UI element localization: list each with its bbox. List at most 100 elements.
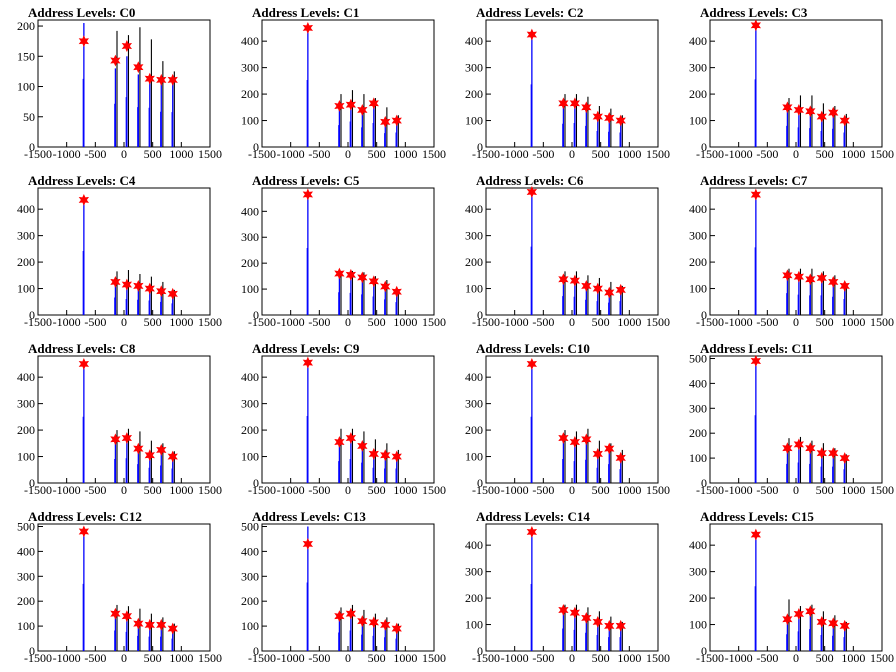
chart-title: Address Levels: C14 <box>476 509 590 524</box>
peak-marker <box>750 188 762 201</box>
chart-panel: 0 100 200 300 400 -1500 -1000 -500 0 500 1000 1500 A… <box>448 0 672 168</box>
x-tick-label: -500 <box>532 651 554 665</box>
y-tick-label: 300 <box>17 569 35 583</box>
y-tick-label: 400 <box>689 376 707 390</box>
x-tick-label: 1500 <box>422 315 446 329</box>
y-tick-label: 400 <box>241 370 259 384</box>
x-tick-label: 0 <box>793 483 799 497</box>
x-tick-label: -1500 <box>696 315 724 329</box>
y-tick-label: 50 <box>23 110 35 124</box>
peak-marker <box>391 622 402 635</box>
x-tick-label: 1500 <box>646 315 670 329</box>
chart-title: Address Levels: C4 <box>28 173 136 188</box>
y-tick-label: 200 <box>465 255 483 269</box>
chart-panel: 0 100 200 300 400 -1500 -1000 -500 0 500 1000 1500 A… <box>224 168 448 336</box>
y-tick-label: 0 <box>253 476 259 490</box>
y-tick-label: 200 <box>241 87 259 101</box>
x-tick-label: 0 <box>345 483 351 497</box>
x-tick-label: -500 <box>308 315 330 329</box>
y-tick-label: 100 <box>689 282 707 296</box>
y-tick-label: 0 <box>701 476 707 490</box>
x-tick-label: 500 <box>592 483 610 497</box>
chart-plot: 0 100 200 300 400 -1500 -1000 -500 0 500 1000 1500 <box>241 355 446 497</box>
x-tick-label: 0 <box>569 651 575 665</box>
y-tick-label: 200 <box>241 256 259 270</box>
peak-marker <box>805 442 816 455</box>
chart-title: Address Levels: C5 <box>252 173 360 188</box>
y-tick-label: 200 <box>689 591 707 605</box>
x-tick-label: 500 <box>144 315 162 329</box>
peak-marker <box>782 442 793 455</box>
peak-marker <box>793 270 805 283</box>
x-tick-label: -1500 <box>248 315 276 329</box>
peak-marker <box>121 40 133 52</box>
peak-marker <box>581 279 592 292</box>
x-tick-label: 1000 <box>617 315 641 329</box>
chart-panel: 0 100 200 300 400 500 -1500 -1000 -500 0 500 1000 15… <box>224 504 448 672</box>
peak-marker <box>750 19 762 32</box>
chart-title: Address Levels: C1 <box>252 5 360 20</box>
x-tick-label: 1000 <box>393 483 417 497</box>
plot-frame <box>37 19 211 148</box>
peak-marker <box>78 525 90 538</box>
peak-marker <box>604 111 615 124</box>
peak-marker <box>839 279 850 292</box>
x-tick-label: 0 <box>121 651 127 665</box>
peak-marker <box>144 618 155 631</box>
y-tick-label: 100 <box>465 450 483 464</box>
x-tick-label: -500 <box>308 483 330 497</box>
x-tick-label: 500 <box>144 651 162 665</box>
y-tick-label: 0 <box>701 644 707 658</box>
peak-marker <box>345 432 357 444</box>
peak-marker <box>526 525 538 538</box>
x-tick-label: 0 <box>793 315 799 329</box>
peak-marker <box>581 611 592 624</box>
peak-marker <box>828 447 839 460</box>
y-tick-label: 400 <box>689 202 707 216</box>
x-tick-label: 1500 <box>870 147 894 161</box>
y-tick-label: 300 <box>465 565 483 579</box>
y-tick-label: 300 <box>689 565 707 579</box>
peak-marker <box>558 97 569 110</box>
peak-marker <box>380 618 391 631</box>
y-tick-label: 300 <box>241 61 259 75</box>
x-tick-label: 1000 <box>841 651 865 665</box>
x-tick-label: 1000 <box>617 147 641 161</box>
peak-marker <box>839 619 850 632</box>
x-tick-label: -1500 <box>696 147 724 161</box>
y-tick-label: 300 <box>465 61 483 75</box>
x-tick-label: -1500 <box>24 651 52 665</box>
chart-plot: 0 100 200 300 400 -1500 -1000 -500 0 500 1000 1500 <box>241 19 446 161</box>
x-tick-label: -1000 <box>53 483 81 497</box>
y-tick-label: 0 <box>253 140 259 154</box>
peak-marker <box>368 616 379 629</box>
x-tick-label: 1500 <box>870 315 894 329</box>
x-tick-label: -1000 <box>725 651 753 665</box>
y-tick-label: 200 <box>689 255 707 269</box>
y-tick-label: 100 <box>241 450 259 464</box>
y-tick-label: 200 <box>17 594 35 608</box>
x-tick-label: 1000 <box>841 147 865 161</box>
x-tick-label: -1500 <box>24 483 52 497</box>
x-tick-label: 0 <box>121 315 127 329</box>
peak-marker <box>615 619 626 632</box>
chart-plot: 0 100 200 300 400 -1500 -1000 -500 0 500 1000 1500 <box>689 19 894 161</box>
x-tick-label: 500 <box>816 651 834 665</box>
peak-marker <box>805 605 816 618</box>
x-tick-label: 1500 <box>870 483 894 497</box>
peak-marker <box>357 440 368 452</box>
peak-marker <box>569 97 581 110</box>
y-tick-label: 100 <box>17 619 35 633</box>
peak-marker <box>816 272 827 284</box>
peak-marker <box>604 286 615 299</box>
x-tick-label: -1000 <box>501 483 529 497</box>
peak-marker <box>604 442 615 455</box>
peak-marker <box>828 275 839 288</box>
x-tick-label: 1500 <box>646 651 670 665</box>
plot-frame <box>485 355 659 484</box>
peak-marker <box>380 115 391 128</box>
chart-panel: 0 100 200 300 400 -1500 -1000 -500 0 500 1000 1500 A… <box>448 336 672 504</box>
peak-marker <box>391 450 402 463</box>
peak-marker <box>816 110 827 123</box>
